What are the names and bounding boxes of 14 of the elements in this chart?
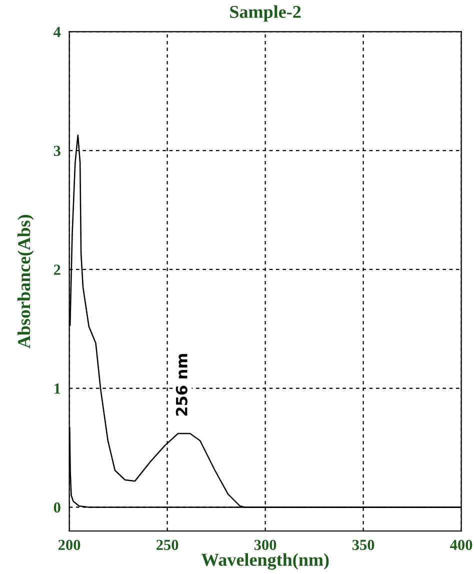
y-tick-label: 3: [54, 146, 60, 156]
y-tick-label: 0: [54, 502, 60, 513]
y-tick-label: 4: [54, 26, 61, 37]
x-tick-label: 350: [352, 540, 374, 550]
y-tick-label: 2: [54, 264, 60, 275]
x-tick-label: 200: [58, 540, 80, 550]
x-tick-label: 400: [450, 540, 472, 550]
y-axis-title: Absorbance(Abs): [18, 214, 34, 348]
chart-title: Sample-2: [230, 5, 301, 22]
y-tick-label: 1: [54, 384, 60, 394]
x-axis-title: Wavelength(nm): [201, 553, 329, 570]
annotation: 256 nm: [176, 354, 188, 416]
x-tick-label: 300: [254, 540, 276, 550]
x-tick-label: 250: [156, 540, 178, 550]
